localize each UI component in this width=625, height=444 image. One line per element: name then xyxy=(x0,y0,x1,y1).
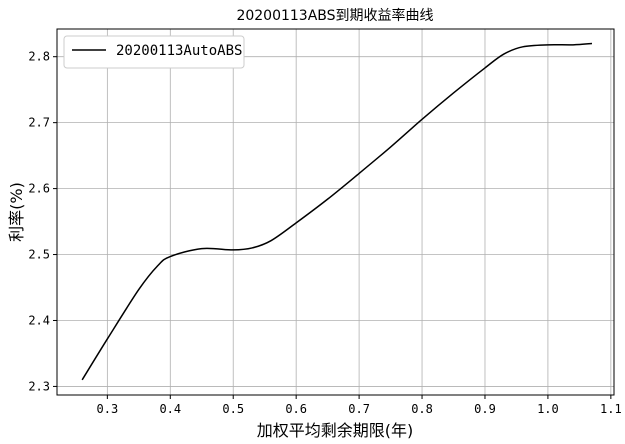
chart-title: 20200113ABS到期收益率曲线 xyxy=(236,7,433,24)
y-tick-label: 2.3 xyxy=(28,379,50,393)
series-layer xyxy=(81,42,593,381)
y-tick-label: 2.7 xyxy=(28,116,50,130)
x-tick-label: 0.5 xyxy=(222,402,244,416)
y-tick-label: 2.4 xyxy=(28,313,50,327)
y-tick-label: 2.5 xyxy=(28,248,50,262)
y-axis-ticks: 2.3 2.4 2.5 2.6 2.7 2.8 xyxy=(28,50,57,393)
y-axis-title: 利率(%) xyxy=(7,182,26,242)
x-tick-label: 0.6 xyxy=(285,402,307,416)
y-tick-label: 2.6 xyxy=(28,182,50,196)
legend-box xyxy=(63,35,245,69)
x-tick-label: 1.0 xyxy=(537,402,559,416)
legend-entry: 20200113AutoABS xyxy=(116,43,242,59)
x-tick-label: 0.4 xyxy=(159,402,181,416)
x-tick-label: 1.1 xyxy=(600,402,622,416)
x-tick-label: 0.7 xyxy=(348,402,370,416)
grid xyxy=(57,29,614,395)
x-tick-label: 0.3 xyxy=(97,402,119,416)
x-tick-label: 0.9 xyxy=(474,402,496,416)
x-tick-label: 0.8 xyxy=(411,402,433,416)
y-tick-label: 2.8 xyxy=(28,50,50,64)
series-line xyxy=(81,42,593,381)
x-axis-ticks: 0.3 0.4 0.5 0.6 0.7 0.8 0.9 1.0 1.1 xyxy=(97,395,622,416)
x-axis-title: 加权平均剩余期限(年) xyxy=(257,421,414,440)
plot-frame xyxy=(56,28,615,396)
legend: 20200113AutoABS xyxy=(63,35,245,69)
